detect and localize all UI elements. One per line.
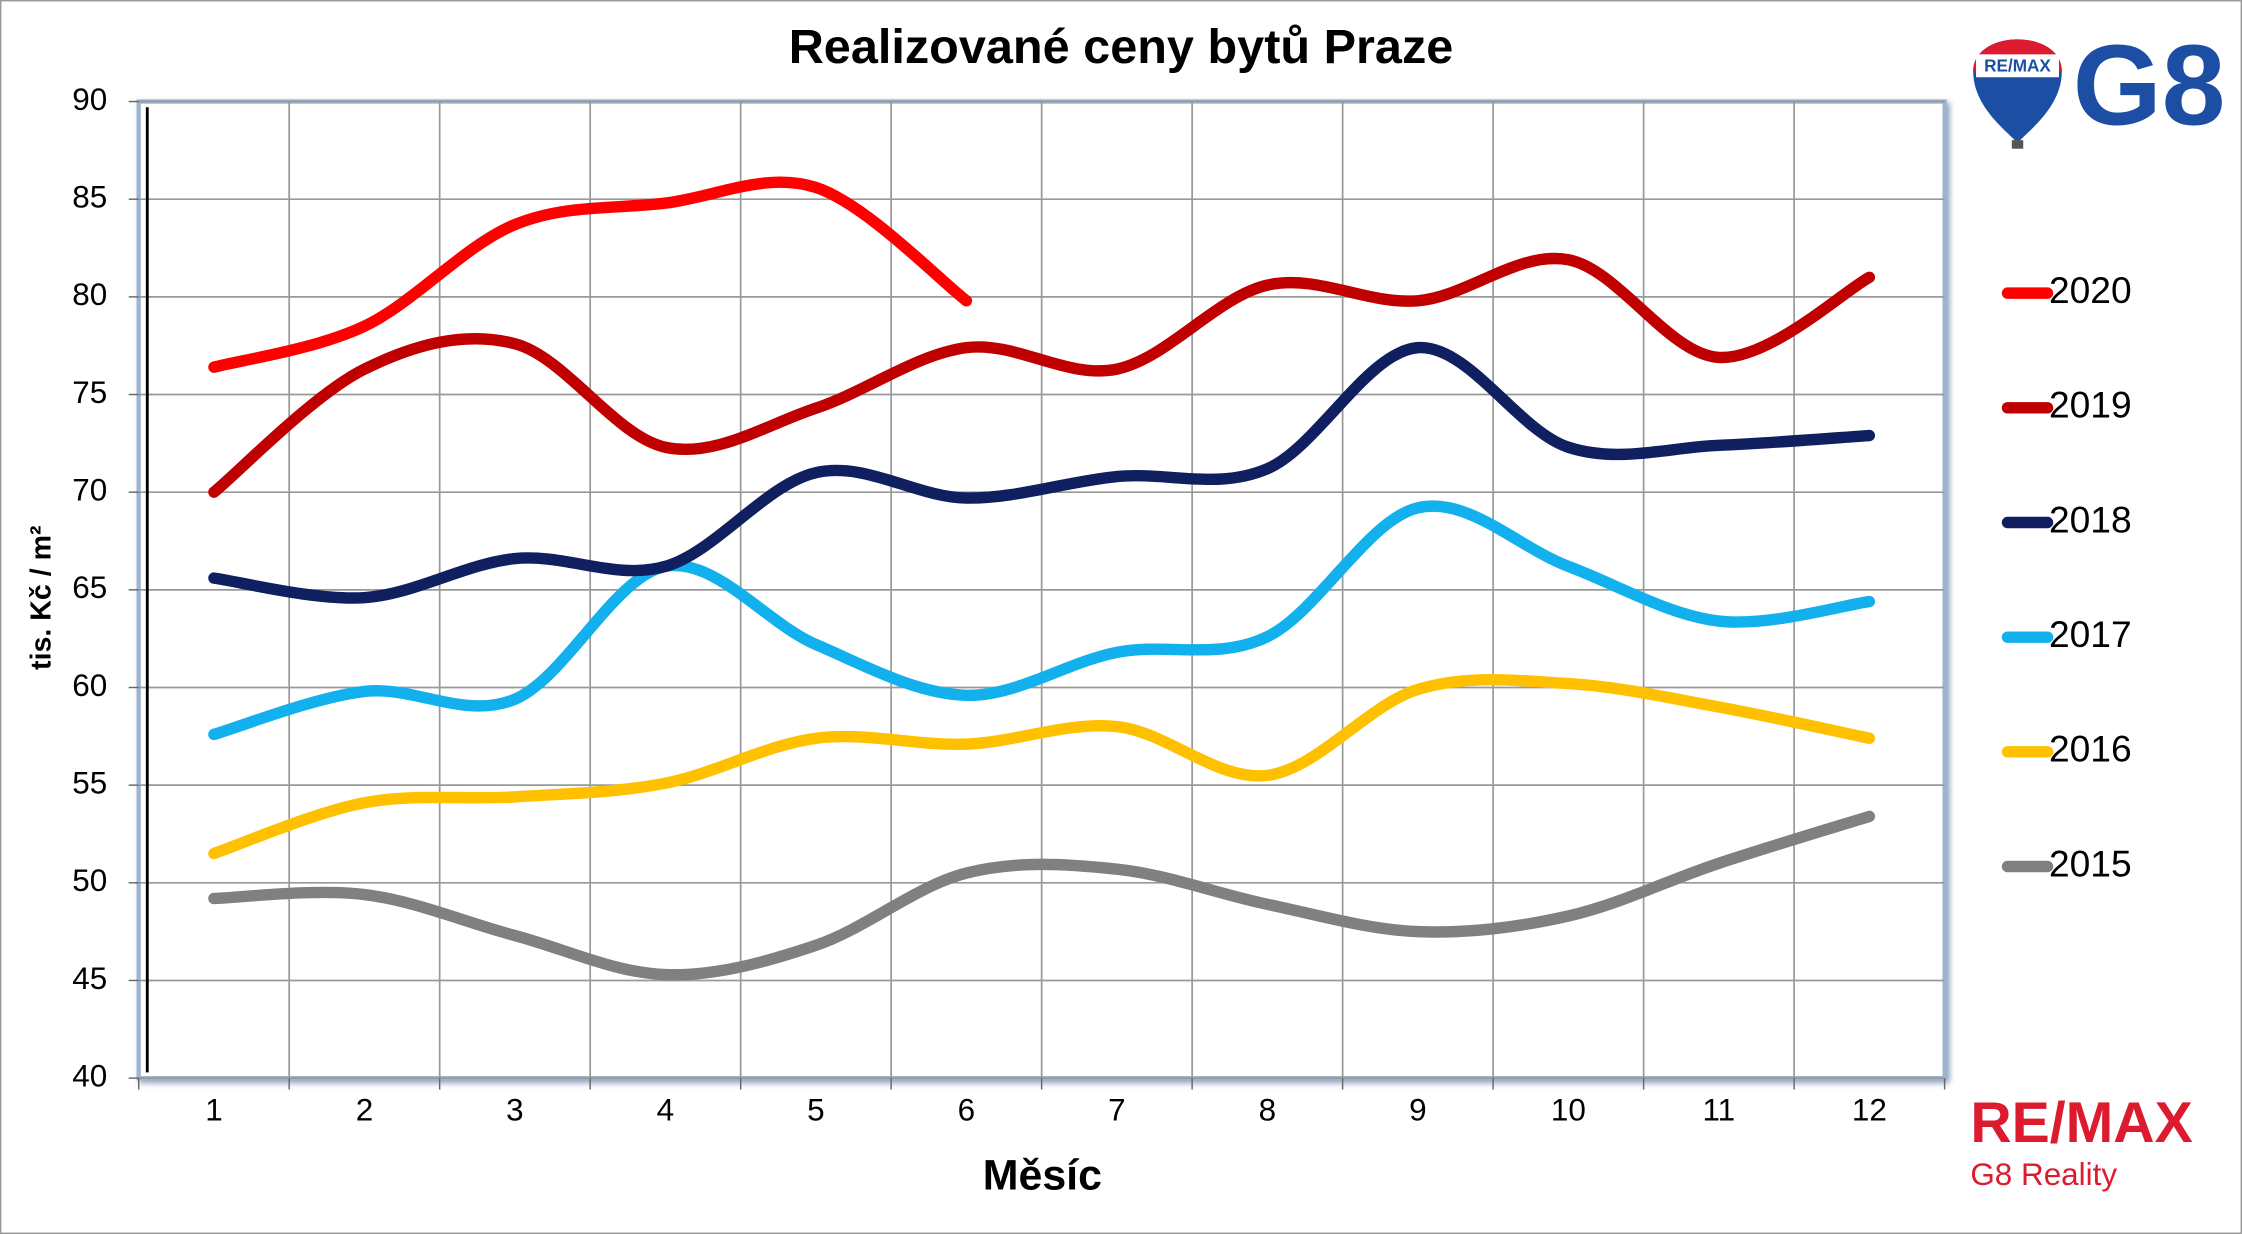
x-tick-label: 10 — [1551, 1093, 1586, 1128]
footer-brand: RE/MAX — [1970, 1091, 2192, 1155]
y-tick-label: 40 — [72, 1058, 107, 1093]
legend-label: 2018 — [2049, 498, 2132, 540]
legend-label: 2015 — [2049, 842, 2132, 884]
legend-label: 2017 — [2049, 613, 2132, 655]
x-tick-label: 12 — [1852, 1093, 1887, 1128]
x-tick-label: 2 — [356, 1093, 373, 1128]
y-axis-label: tis. Kč / m² — [25, 525, 57, 670]
balloon-text: RE/MAX — [1984, 56, 2051, 76]
series-line — [208, 673, 1876, 860]
balloon-band — [1976, 54, 2059, 78]
x-tick-label: 8 — [1259, 1093, 1276, 1128]
x-tick-label: 4 — [657, 1093, 674, 1128]
x-axis-label: Měsíc — [983, 1152, 1102, 1200]
legend-label: 2019 — [2049, 384, 2132, 426]
x-tick-label: 1 — [205, 1093, 222, 1128]
x-tick-label: 3 — [506, 1093, 523, 1128]
y-tick-label: 65 — [72, 570, 107, 605]
y-tick-label: 45 — [72, 961, 107, 996]
y-tick-label: 55 — [72, 765, 107, 800]
legend-label: 2016 — [2049, 728, 2132, 770]
series-line — [208, 341, 1876, 604]
y-tick-label: 50 — [72, 863, 107, 898]
x-tick-label: 7 — [1108, 1093, 1125, 1128]
balloon-basket — [2011, 140, 2024, 149]
y-tick-label: 75 — [72, 375, 107, 410]
x-tick-label: 5 — [807, 1093, 824, 1128]
series-line — [208, 252, 1876, 498]
y-tick-label: 80 — [72, 277, 107, 312]
x-tick-label: 11 — [1703, 1093, 1736, 1128]
y-tick-label: 90 — [72, 82, 107, 117]
series-line — [208, 500, 1876, 741]
x-tick-label: 9 — [1409, 1093, 1426, 1128]
y-tick-label: 60 — [72, 668, 107, 703]
legend-label: 2020 — [2049, 269, 2132, 311]
y-tick-label: 70 — [72, 472, 107, 507]
footer-company: G8 Reality — [1970, 1157, 2117, 1192]
series-line — [208, 810, 1876, 981]
y-tick-label: 85 — [72, 180, 107, 215]
logo: RE/MAX G8 — [1973, 22, 2225, 150]
chart-title: Realizované ceny bytů Praze — [789, 20, 1454, 74]
logo-brand: G8 — [2073, 22, 2226, 150]
x-tick-label: 6 — [958, 1093, 975, 1128]
series-line — [208, 176, 973, 373]
